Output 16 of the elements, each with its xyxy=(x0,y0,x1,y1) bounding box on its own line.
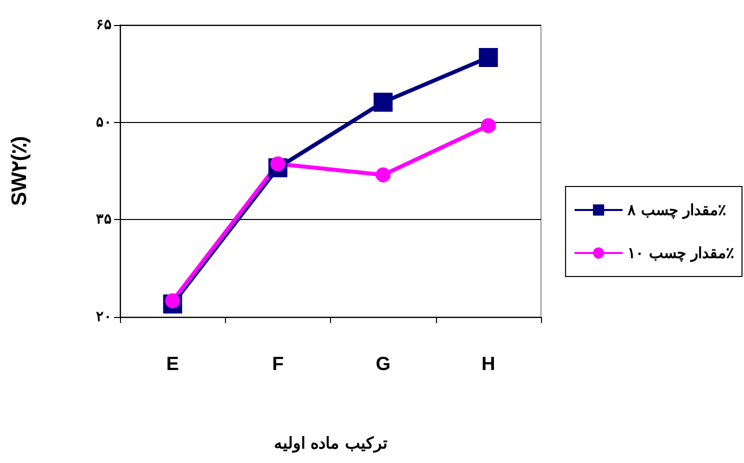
point xyxy=(374,92,393,112)
x-tick-label: E xyxy=(166,354,179,375)
legend-label: مقدار چسب ۸٪ xyxy=(626,201,726,219)
point xyxy=(480,118,496,134)
y-tick-label: ۵۰ xyxy=(96,114,112,130)
legend-label: مقدار چسب ۱۰٪ xyxy=(628,244,734,262)
y-tick-label: ۲۰ xyxy=(96,309,112,325)
y-axis-title: SW۲(٪) xyxy=(8,136,31,206)
x-tick-label: H xyxy=(482,354,496,375)
y-tick-label: ۶۵ xyxy=(96,17,112,33)
point xyxy=(376,167,391,182)
point xyxy=(478,48,498,67)
x-tick-label: G xyxy=(376,354,391,375)
y-tick-label: ۳۵ xyxy=(96,212,112,228)
x-tick-label: F xyxy=(272,354,284,375)
x-axis-title: ترکیب ماده اولیه xyxy=(274,434,388,454)
